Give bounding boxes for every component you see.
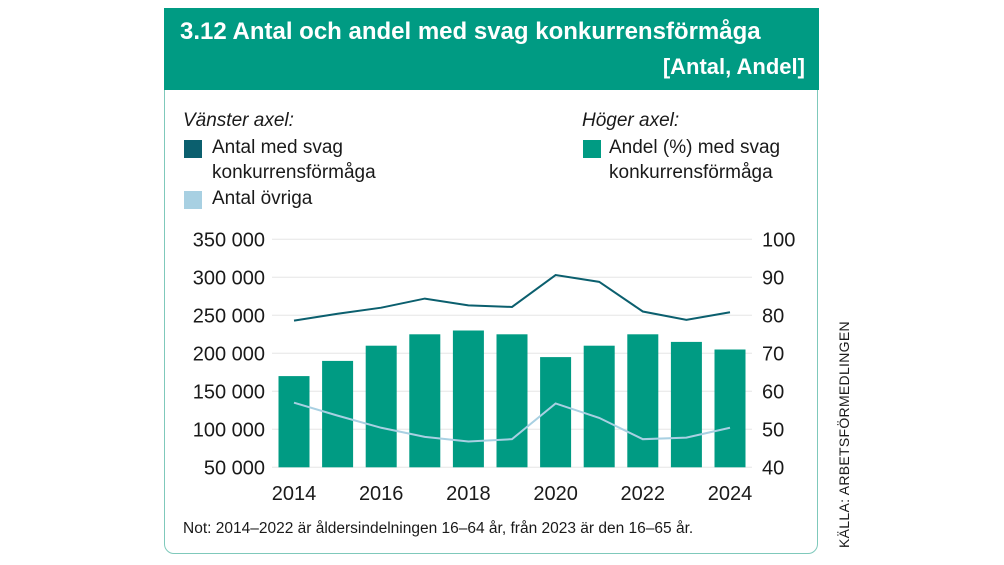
legend-swatch-antal-svag bbox=[184, 140, 202, 158]
chart-title: 3.12 Antal och andel med svag konkurrens… bbox=[180, 18, 761, 45]
legend-label: Andel (%) med svag bbox=[609, 137, 781, 158]
legend-item-antal-ovriga: Antal övriga bbox=[212, 186, 312, 211]
chart-subtitle: [Antal, Andel] bbox=[662, 54, 805, 79]
legend-right-heading: Höger axel: bbox=[582, 110, 680, 131]
x-axis-tick-label: 2016 bbox=[359, 483, 404, 505]
legend-item-antal-svag: Antal med svag konkurrensförmåga bbox=[212, 135, 376, 185]
legend-label: konkurrensförmåga bbox=[609, 162, 773, 183]
left-axis-tick-label: 150 000 bbox=[193, 381, 265, 403]
bar bbox=[452, 330, 484, 468]
legend-left-heading: Vänster axel: bbox=[183, 110, 294, 131]
legend-label: konkurrensförmåga bbox=[212, 162, 376, 183]
right-axis-tick-label: 80 bbox=[762, 305, 784, 327]
series-line bbox=[293, 401, 731, 443]
bar bbox=[583, 345, 615, 468]
left-axis-tick-label: 350 000 bbox=[193, 229, 265, 251]
legend-swatch-andel bbox=[583, 140, 601, 158]
right-axis-tick-label: 100 bbox=[762, 229, 795, 251]
right-axis-tick-label: 50 bbox=[762, 419, 784, 441]
chart-header: 3.12 Antal och andel med svag konkurrens… bbox=[164, 8, 819, 90]
chart-note: Not: 2014–2022 är åldersindelningen 16–6… bbox=[183, 520, 694, 537]
source-label: KÄLLA: ARBETSFÖRMEDLINGEN bbox=[836, 321, 852, 548]
right-axis-tick-label: 40 bbox=[762, 457, 784, 479]
left-axis-tick-label: 250 000 bbox=[193, 305, 265, 327]
bar bbox=[714, 349, 746, 468]
legend-item-andel: Andel (%) med svag konkurrensförmåga bbox=[609, 135, 780, 185]
left-axis-tick-label: 300 000 bbox=[193, 267, 265, 289]
x-axis-tick-label: 2020 bbox=[533, 483, 578, 505]
bar bbox=[627, 334, 659, 468]
bar bbox=[496, 334, 528, 468]
x-axis-tick-label: 2014 bbox=[272, 483, 317, 505]
bar bbox=[278, 376, 310, 468]
right-axis-tick-label: 90 bbox=[762, 267, 784, 289]
x-axis-tick-label: 2022 bbox=[621, 483, 666, 505]
bar bbox=[365, 345, 397, 468]
bar bbox=[670, 341, 702, 468]
bar bbox=[409, 334, 441, 468]
legend-swatch-antal-ovriga bbox=[184, 191, 202, 209]
x-axis-tick-label: 2024 bbox=[708, 483, 753, 505]
right-axis-tick-label: 60 bbox=[762, 381, 784, 403]
x-axis-tick-label: 2018 bbox=[446, 483, 491, 505]
left-axis-tick-label: 100 000 bbox=[193, 419, 265, 441]
series-line bbox=[293, 273, 731, 322]
legend-label: Antal övriga bbox=[212, 188, 313, 209]
right-axis-tick-label: 70 bbox=[762, 343, 784, 365]
left-axis-tick-label: 200 000 bbox=[193, 343, 265, 365]
legend-label: Antal med svag bbox=[212, 137, 343, 158]
left-axis-tick-label: 50 000 bbox=[204, 457, 265, 479]
bar bbox=[322, 360, 354, 468]
